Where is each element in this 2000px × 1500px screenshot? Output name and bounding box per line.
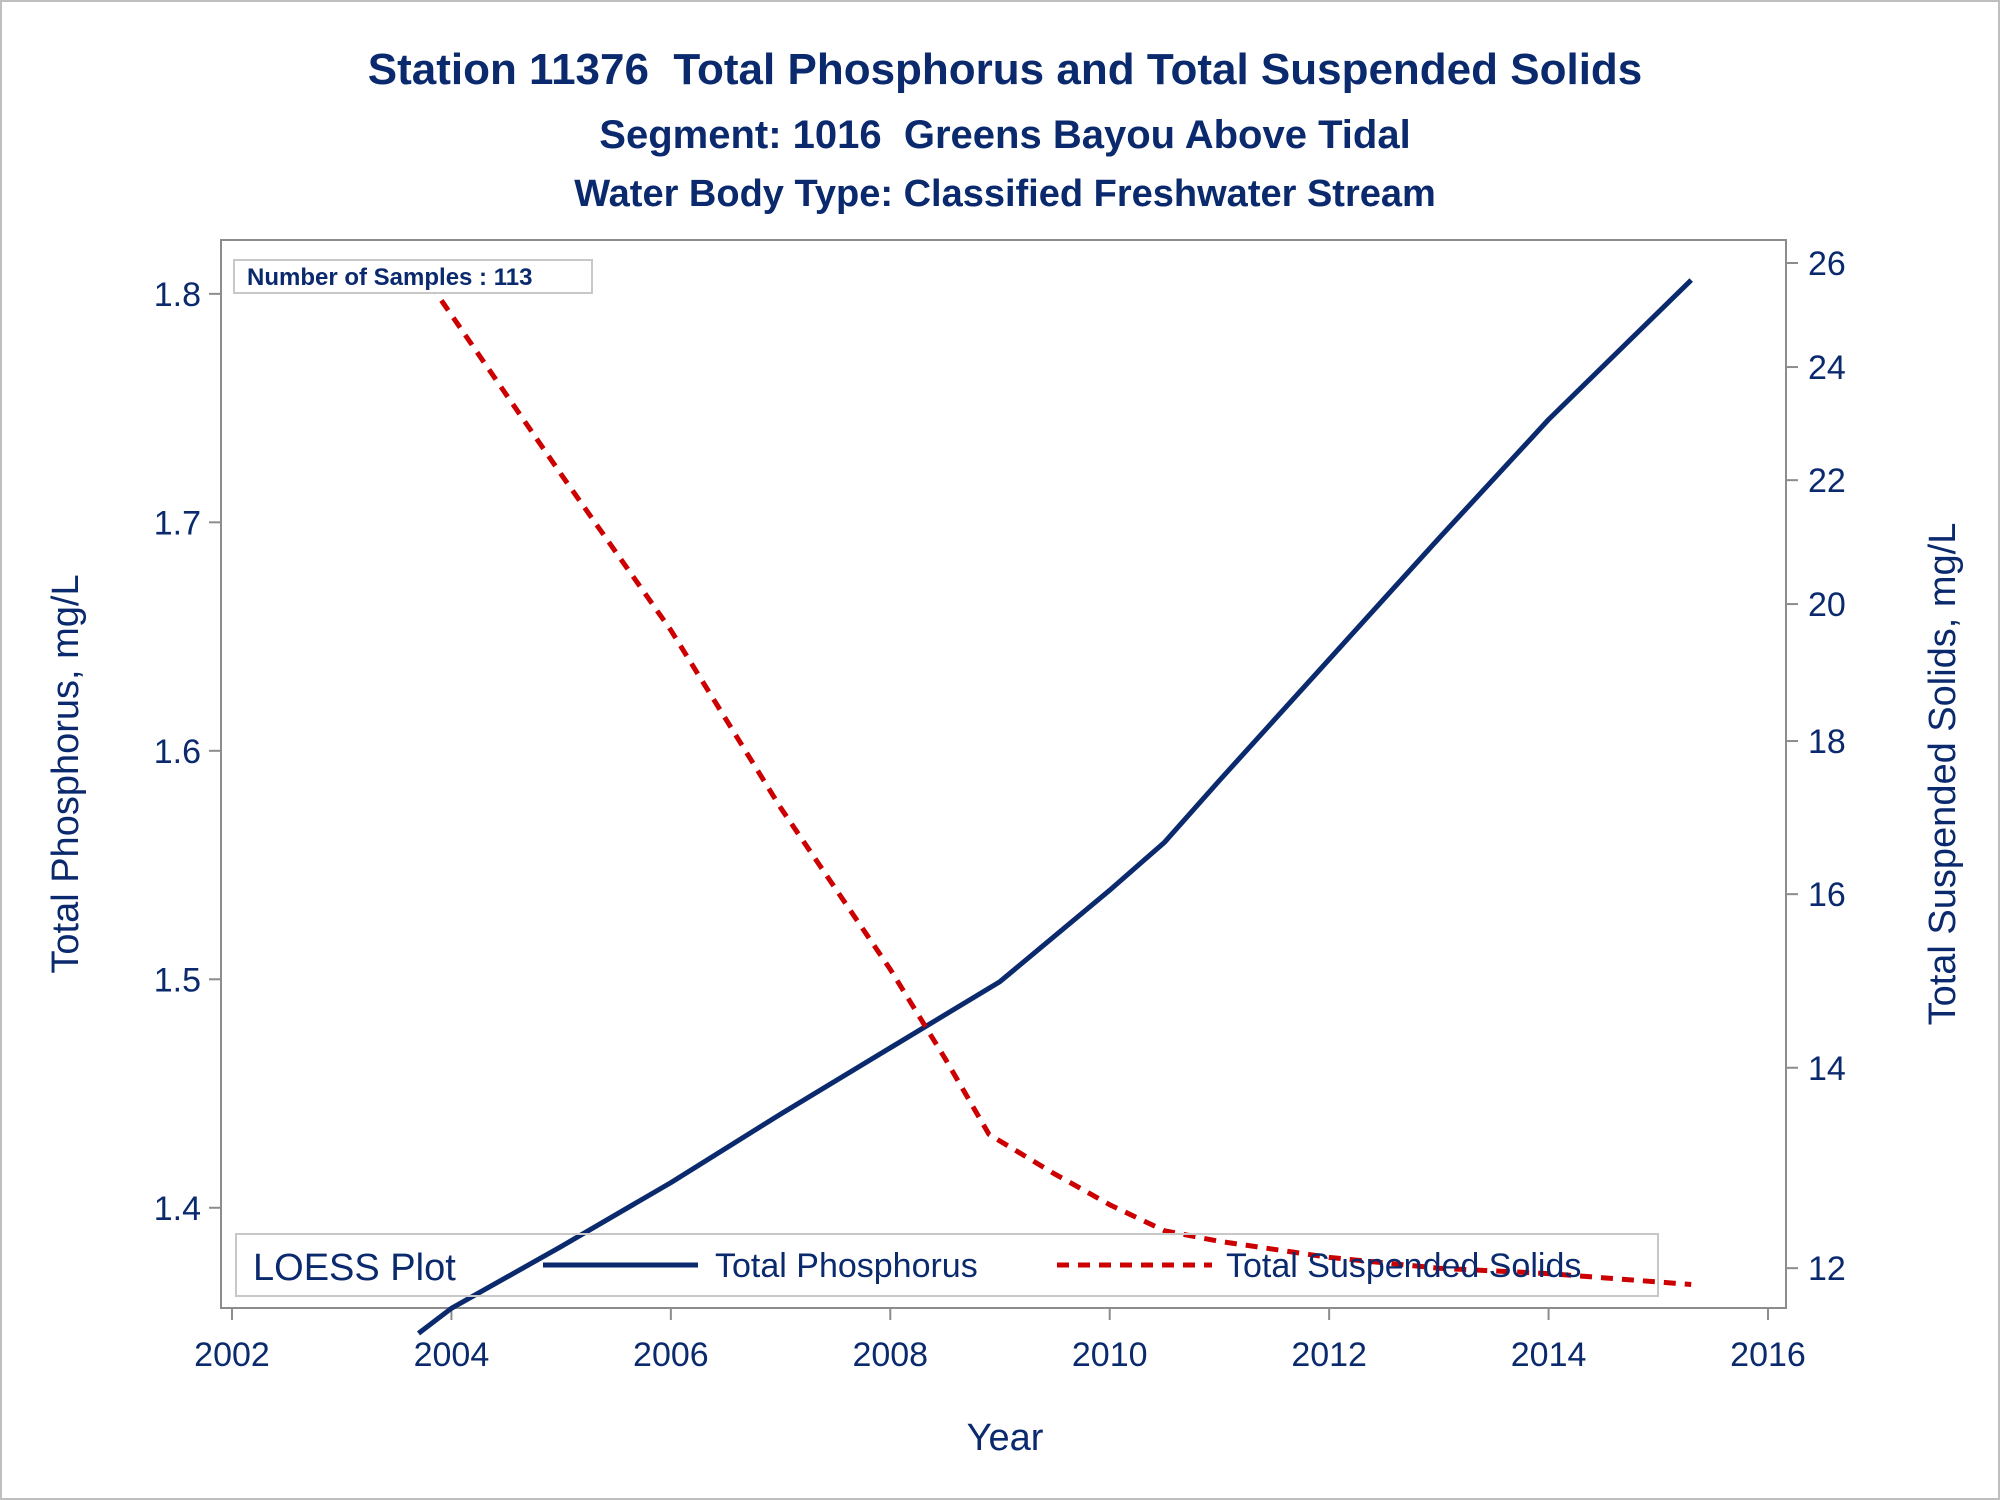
y-right-tick-label: 20 (1808, 586, 1846, 624)
y-left-tick-label: 1.8 (154, 276, 201, 314)
sample-count-frame (233, 259, 593, 294)
y-right-tick-label: 16 (1808, 876, 1846, 914)
y-axis-right: 12 14 16 18 20 22 24 26 (1786, 245, 1846, 1288)
plot-area (220, 239, 1787, 1309)
y-axis-left-label: Total Phosphorus, mg/L (45, 574, 87, 973)
chart-subtitle-2: Water Body Type: Classified Freshwater S… (574, 173, 1436, 215)
legend-label-total-phosphorus: Total Phosphorus (715, 1247, 978, 1285)
legend-label-total-suspended-solids: Total Suspended Solids (1226, 1247, 1581, 1285)
series-layer (416, 278, 1693, 1336)
series-line-total-phosphorus (416, 278, 1693, 1336)
y-axis-right-label: Total Suspended Solids, mg/L (1922, 523, 1964, 1026)
x-tick-label: 2010 (1072, 1336, 1148, 1374)
y-right-tick-label: 14 (1808, 1050, 1846, 1088)
y-right-tick-label: 26 (1808, 245, 1846, 283)
y-left-tick-label: 1.5 (154, 961, 201, 999)
x-tick-label: 2016 (1730, 1336, 1806, 1374)
chart-subtitle: Segment: 1016 Greens Bayou Above Tidal (599, 113, 1410, 157)
y-right-tick-label: 22 (1808, 462, 1846, 500)
chart-title: Station 11376 Total Phosphorus and Total… (368, 45, 1643, 94)
x-tick-label: 2014 (1511, 1336, 1587, 1374)
legend-title: LOESS Plot (253, 1247, 456, 1289)
x-tick-label: 2006 (633, 1336, 709, 1374)
y-left-tick-label: 1.6 (154, 733, 201, 771)
x-tick-label: 2004 (414, 1336, 490, 1374)
x-tick-label: 2012 (1291, 1336, 1367, 1374)
sample-count-box: Number of Samples : 113 (233, 259, 593, 294)
y-right-tick-label: 24 (1808, 349, 1846, 387)
y-left-tick-label: 1.4 (154, 1190, 201, 1228)
legend: LOESS Plot Total Phosphorus Total Suspen… (235, 1233, 1659, 1297)
x-tick-label: 2008 (852, 1336, 928, 1374)
legend-frame (235, 1233, 1659, 1297)
x-tick-label: 2002 (194, 1336, 270, 1374)
x-axis: 2002 2004 2006 2008 2010 2012 2014 2016 (194, 1308, 1806, 1374)
y-left-tick-label: 1.7 (154, 504, 201, 542)
sample-count-label: Number of Samples : 113 (247, 264, 532, 291)
y-right-tick-label: 18 (1808, 723, 1846, 761)
x-axis-label: Year (967, 1417, 1044, 1459)
y-axis-left: 1.4 1.5 1.6 1.7 1.8 (154, 276, 221, 1228)
series-line-total-suspended-solids (427, 281, 1692, 1287)
y-right-tick-label: 12 (1808, 1250, 1846, 1288)
